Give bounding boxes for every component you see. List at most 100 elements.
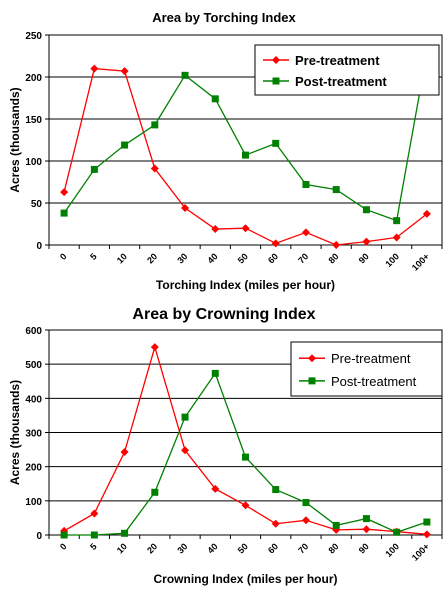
data-point <box>308 354 316 363</box>
data-point <box>392 233 401 242</box>
data-point <box>90 509 99 518</box>
torching-index-chart: Area by Torching Index 0 50 100 150 200 250 0 5 1… <box>8 10 443 292</box>
data-point <box>393 528 401 536</box>
legend-label: Post-treatment <box>295 74 387 89</box>
x-tick-label: 70 <box>296 541 310 555</box>
x-tick-label: 30 <box>175 541 189 555</box>
data-point <box>150 343 159 352</box>
x-tick-label: 70 <box>296 251 310 265</box>
legend-label: Pre-treatment <box>331 351 411 366</box>
x-tick-label: 100 <box>383 251 401 269</box>
y-axis-label: Acres (thousands) <box>8 87 22 192</box>
data-point <box>151 488 159 496</box>
data-point <box>272 56 280 64</box>
data-point <box>332 241 341 249</box>
data-point <box>121 529 129 537</box>
data-point <box>60 531 68 539</box>
data-point <box>181 204 190 213</box>
x-tick-label: 90 <box>357 541 371 555</box>
data-point <box>60 188 69 197</box>
y-tick-label: 200 <box>25 463 42 474</box>
x-tick-label: 100 <box>383 541 401 559</box>
data-point <box>272 139 280 147</box>
data-point <box>242 151 249 159</box>
x-tick-label: 10 <box>115 541 129 555</box>
x-tick-label: 0 <box>58 251 69 262</box>
data-point <box>211 369 219 377</box>
data-point <box>120 447 129 456</box>
plot-area <box>48 34 443 246</box>
data-point <box>301 516 310 525</box>
y-tick-label: 300 <box>25 429 42 440</box>
data-point <box>90 64 99 73</box>
data-point <box>90 531 98 539</box>
x-tick-label: 0 <box>58 541 69 552</box>
data-point <box>60 209 68 217</box>
series-post-treatment <box>60 369 431 539</box>
data-point <box>60 526 69 535</box>
data-point <box>242 453 249 461</box>
series-pre-treatment <box>60 64 431 249</box>
y-axis-label: Acres (thousands) <box>8 380 22 485</box>
data-point <box>121 141 129 149</box>
x-tick-label: 20 <box>145 251 159 265</box>
data-point <box>302 181 310 189</box>
plot-area <box>48 329 443 536</box>
x-tick-label: 40 <box>206 251 220 265</box>
legend-label: Pre-treatment <box>295 53 380 68</box>
y-tick-label: 50 <box>31 199 43 210</box>
data-point <box>271 519 280 528</box>
x-tick-label: 5 <box>88 541 99 552</box>
x-tick-label: 20 <box>145 541 159 555</box>
data-point <box>393 217 401 225</box>
x-tick-label: 90 <box>357 251 371 265</box>
data-point <box>181 71 189 79</box>
data-point <box>90 165 98 173</box>
x-axis-label: Torching Index (miles per hour) <box>156 278 335 292</box>
data-point <box>362 515 370 523</box>
y-tick-label: 100 <box>25 157 42 168</box>
legend-box <box>254 44 440 96</box>
data-point <box>271 239 280 248</box>
data-point <box>241 501 250 510</box>
y-tick-label: 400 <box>25 394 42 405</box>
legend: Pre-treatment Post-treatment <box>254 44 440 96</box>
data-point <box>241 224 250 233</box>
data-point <box>332 521 340 529</box>
crowning-index-chart: Area by Crowning Index010020030040050060… <box>8 306 443 586</box>
x-tick-label: 5 <box>88 251 99 262</box>
x-tick-label: 60 <box>266 251 280 265</box>
data-point <box>181 446 190 455</box>
data-point <box>362 206 370 214</box>
data-point <box>422 530 431 539</box>
data-point <box>423 518 431 526</box>
data-point <box>181 413 189 421</box>
data-point <box>362 525 371 534</box>
data-point <box>332 186 340 194</box>
data-point <box>151 121 159 129</box>
data-point <box>211 95 219 103</box>
x-tick-label: 10 <box>115 251 129 265</box>
data-point <box>272 77 280 85</box>
data-point <box>301 228 310 237</box>
x-tick-label: 60 <box>266 541 280 555</box>
data-point <box>211 225 220 234</box>
y-tick-label: 150 <box>25 115 42 126</box>
x-tick-label: 100+ <box>410 251 431 272</box>
y-tick-label: 0 <box>36 241 42 252</box>
x-tick-label: 50 <box>236 251 250 265</box>
chart-title: Area by Torching Index <box>152 10 296 25</box>
y-tick-label: 0 <box>36 531 42 542</box>
y-tick-label: 100 <box>25 497 42 508</box>
data-point <box>272 486 280 494</box>
legend-label: Post-treatment <box>331 374 417 389</box>
data-point <box>308 377 316 385</box>
x-tick-label: 30 <box>175 251 189 265</box>
chart-title: Area by Crowning Index <box>132 306 315 323</box>
data-point <box>211 484 220 493</box>
data-point <box>362 237 371 246</box>
data-point <box>150 164 159 173</box>
data-point <box>422 209 431 218</box>
y-tick-label: 250 <box>25 31 42 42</box>
legend: Pre-treatment Post-treatment <box>290 341 443 397</box>
